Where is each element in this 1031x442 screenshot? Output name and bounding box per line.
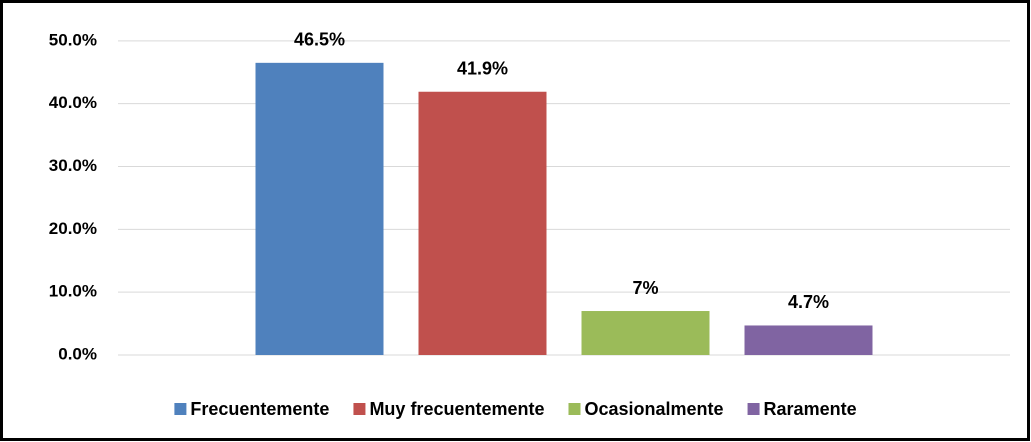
y-tick-label: 30.0%	[49, 156, 97, 175]
data-label: 7%	[632, 278, 658, 298]
y-tick-label: 50.0%	[49, 30, 97, 49]
bar	[581, 311, 710, 355]
legend-swatch	[568, 403, 581, 415]
data-label: 41.9%	[457, 58, 508, 78]
data-label: 46.5%	[294, 30, 345, 50]
y-tick-label: 20.0%	[49, 219, 97, 238]
bar	[744, 325, 873, 355]
bar	[418, 91, 547, 355]
legend-label: Muy frecuentemente	[369, 399, 544, 419]
data-label: 4.7%	[788, 292, 829, 312]
legend-label: Frecuentemente	[190, 399, 329, 419]
bar	[255, 62, 384, 355]
legend-swatch	[174, 403, 187, 415]
legend-label: Ocasionalmente	[584, 399, 723, 419]
y-tick-label: 0.0%	[58, 344, 97, 363]
legend-swatch	[747, 403, 760, 415]
legend-swatch	[353, 403, 366, 415]
y-tick-label: 40.0%	[49, 93, 97, 112]
y-tick-label: 10.0%	[49, 282, 97, 301]
legend-label: Raramente	[764, 399, 857, 419]
